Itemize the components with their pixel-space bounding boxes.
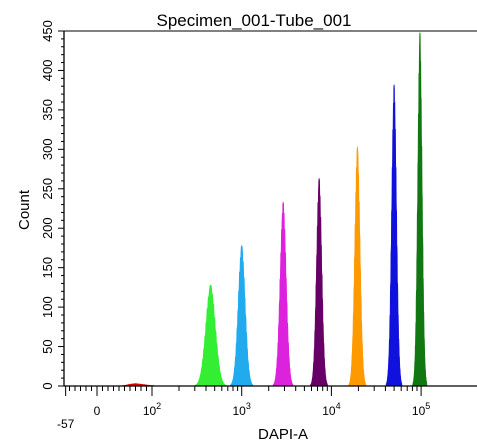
y-tick-label: 150	[40, 257, 55, 279]
axes	[63, 30, 477, 387]
y-tick-label: 200	[40, 217, 55, 239]
x-tick-label: 105	[412, 401, 430, 418]
x-tick-label: 102	[143, 401, 161, 418]
y-tick-label: 350	[40, 99, 55, 121]
chart-title: Specimen_001-Tube_001	[156, 11, 351, 30]
x-tick-label: 0	[94, 404, 101, 418]
y-tick-label: 250	[40, 178, 55, 200]
y-tick-label: 100	[40, 296, 55, 318]
x-tick-label: 104	[322, 401, 340, 418]
y-axis-label: Count	[16, 189, 33, 230]
y-axis-ticks: 0 50 100 150 200 250 300 350 400 450	[40, 20, 64, 390]
histogram-peak-4	[272, 201, 294, 387]
y-tick-label: 300	[40, 138, 55, 160]
x-tick-label: 103	[233, 401, 251, 418]
x-axis-ticks: -57 0 102 103 104 105	[57, 386, 430, 431]
histogram-peaks	[116, 32, 428, 387]
histogram-peak-8	[412, 32, 428, 387]
y-tick-label: 400	[40, 60, 55, 82]
histogram-peak-3	[229, 245, 254, 387]
x-tick-label: -57	[57, 417, 75, 431]
histogram-peak-2	[194, 284, 227, 387]
y-tick-label: 450	[40, 20, 55, 42]
y-tick-label: 0	[40, 382, 55, 389]
histogram-peak-5	[310, 177, 328, 387]
histogram-peak-6	[348, 145, 367, 387]
x-axis-label: DAPI-A	[258, 426, 308, 440]
histogram-peak-7	[385, 84, 403, 387]
y-tick-label: 50	[40, 339, 55, 353]
